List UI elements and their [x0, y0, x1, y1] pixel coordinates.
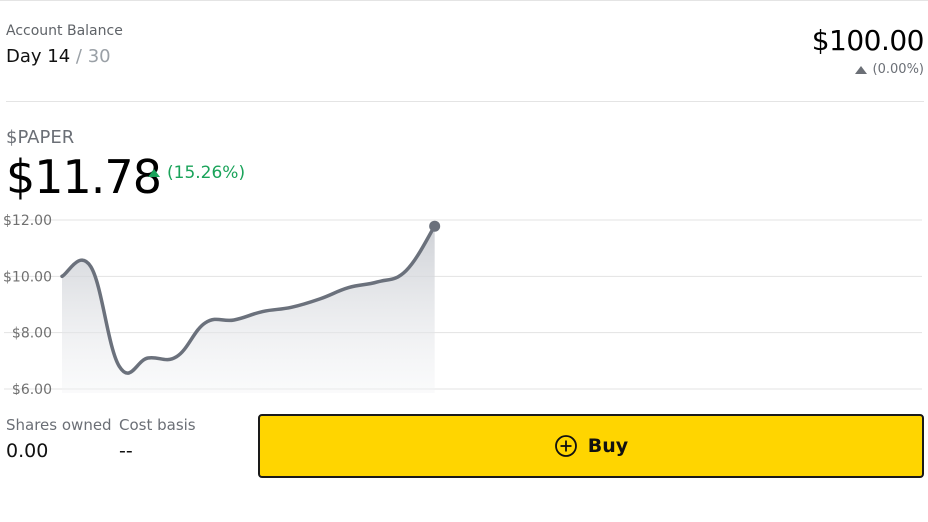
- buy-button-label: Buy: [587, 435, 629, 457]
- day-counter: Day 14 / 30: [6, 46, 111, 67]
- y-tick-label: $8.00: [12, 326, 52, 342]
- shares-owned-value: 0.00: [6, 440, 49, 462]
- account-balance-value: $100.00: [811, 24, 925, 57]
- account-balance-label: Account Balance: [6, 23, 123, 39]
- y-tick-label: $10.00: [3, 269, 52, 285]
- buy-button[interactable]: Buy: [258, 414, 924, 478]
- top-divider: [0, 0, 928, 1]
- balance-change: (0.00%): [854, 62, 924, 77]
- cost-basis-value: --: [119, 440, 133, 462]
- price-area-fill: [62, 226, 435, 393]
- price-line: [60, 224, 437, 375]
- day-total: / 30: [75, 46, 111, 67]
- shares-owned-label: Shares owned: [6, 416, 112, 434]
- cost-basis-label: Cost basis: [119, 416, 196, 434]
- price-change-percent: (15.26%): [167, 163, 246, 183]
- triangle-up-icon: [148, 169, 160, 177]
- balance-change-percent: (0.00%): [872, 62, 924, 77]
- y-axis-ticks: $12.00 $10.00 $8.00 $6.00: [3, 213, 52, 395]
- y-tick-label: $6.00: [12, 382, 52, 395]
- day-prefix: Day: [6, 46, 42, 67]
- price-chart: $12.00 $10.00 $8.00 $6.00: [3, 213, 922, 395]
- stock-price: $11.78: [6, 150, 162, 204]
- day-current: 14: [47, 46, 71, 67]
- section-divider: [6, 101, 924, 102]
- triangle-up-icon: [854, 65, 867, 74]
- plus-circle-icon: [554, 435, 577, 457]
- current-price-point: [429, 220, 441, 232]
- stock-ticker: $PAPER: [6, 127, 75, 148]
- price-change: (15.26%): [148, 163, 245, 183]
- y-tick-label: $12.00: [3, 213, 52, 229]
